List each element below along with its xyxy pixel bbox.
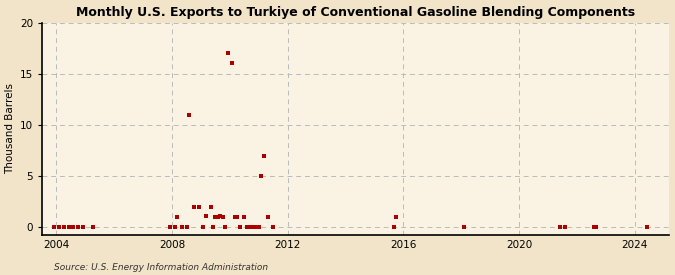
Point — [239, 215, 250, 219]
Point — [205, 205, 216, 209]
Point — [213, 215, 223, 219]
Point — [63, 224, 74, 229]
Point — [73, 224, 84, 229]
Point — [181, 224, 192, 229]
Title: Monthly U.S. Exports to Turkiye of Conventional Gasoline Blending Components: Monthly U.S. Exports to Turkiye of Conve… — [76, 6, 635, 18]
Point — [188, 205, 199, 209]
Point — [251, 224, 262, 229]
Point — [246, 224, 257, 229]
Point — [234, 224, 245, 229]
Point — [242, 224, 252, 229]
Point — [208, 224, 219, 229]
Point — [164, 224, 175, 229]
Y-axis label: Thousand Barrels: Thousand Barrels — [5, 83, 16, 174]
Point — [244, 224, 254, 229]
Point — [217, 215, 228, 219]
Point — [169, 224, 180, 229]
Point — [227, 61, 238, 66]
Point — [87, 224, 98, 229]
Point — [268, 224, 279, 229]
Point — [256, 174, 267, 178]
Point — [49, 224, 59, 229]
Text: Source: U.S. Energy Information Administration: Source: U.S. Energy Information Administ… — [54, 263, 268, 272]
Point — [589, 224, 599, 229]
Point — [263, 215, 274, 219]
Point — [555, 224, 566, 229]
Point — [232, 215, 242, 219]
Point — [184, 112, 194, 117]
Point — [458, 224, 469, 229]
Point — [222, 51, 233, 55]
Point — [193, 205, 204, 209]
Point — [210, 215, 221, 219]
Point — [230, 215, 240, 219]
Point — [198, 224, 209, 229]
Point — [259, 153, 269, 158]
Point — [591, 224, 601, 229]
Point — [215, 214, 225, 218]
Point — [200, 214, 211, 218]
Point — [58, 224, 69, 229]
Point — [560, 224, 570, 229]
Point — [388, 224, 399, 229]
Point — [641, 224, 652, 229]
Point — [78, 224, 88, 229]
Point — [68, 224, 79, 229]
Point — [176, 224, 187, 229]
Point — [171, 215, 182, 219]
Point — [391, 215, 402, 219]
Point — [220, 224, 231, 229]
Point — [53, 224, 64, 229]
Point — [253, 224, 264, 229]
